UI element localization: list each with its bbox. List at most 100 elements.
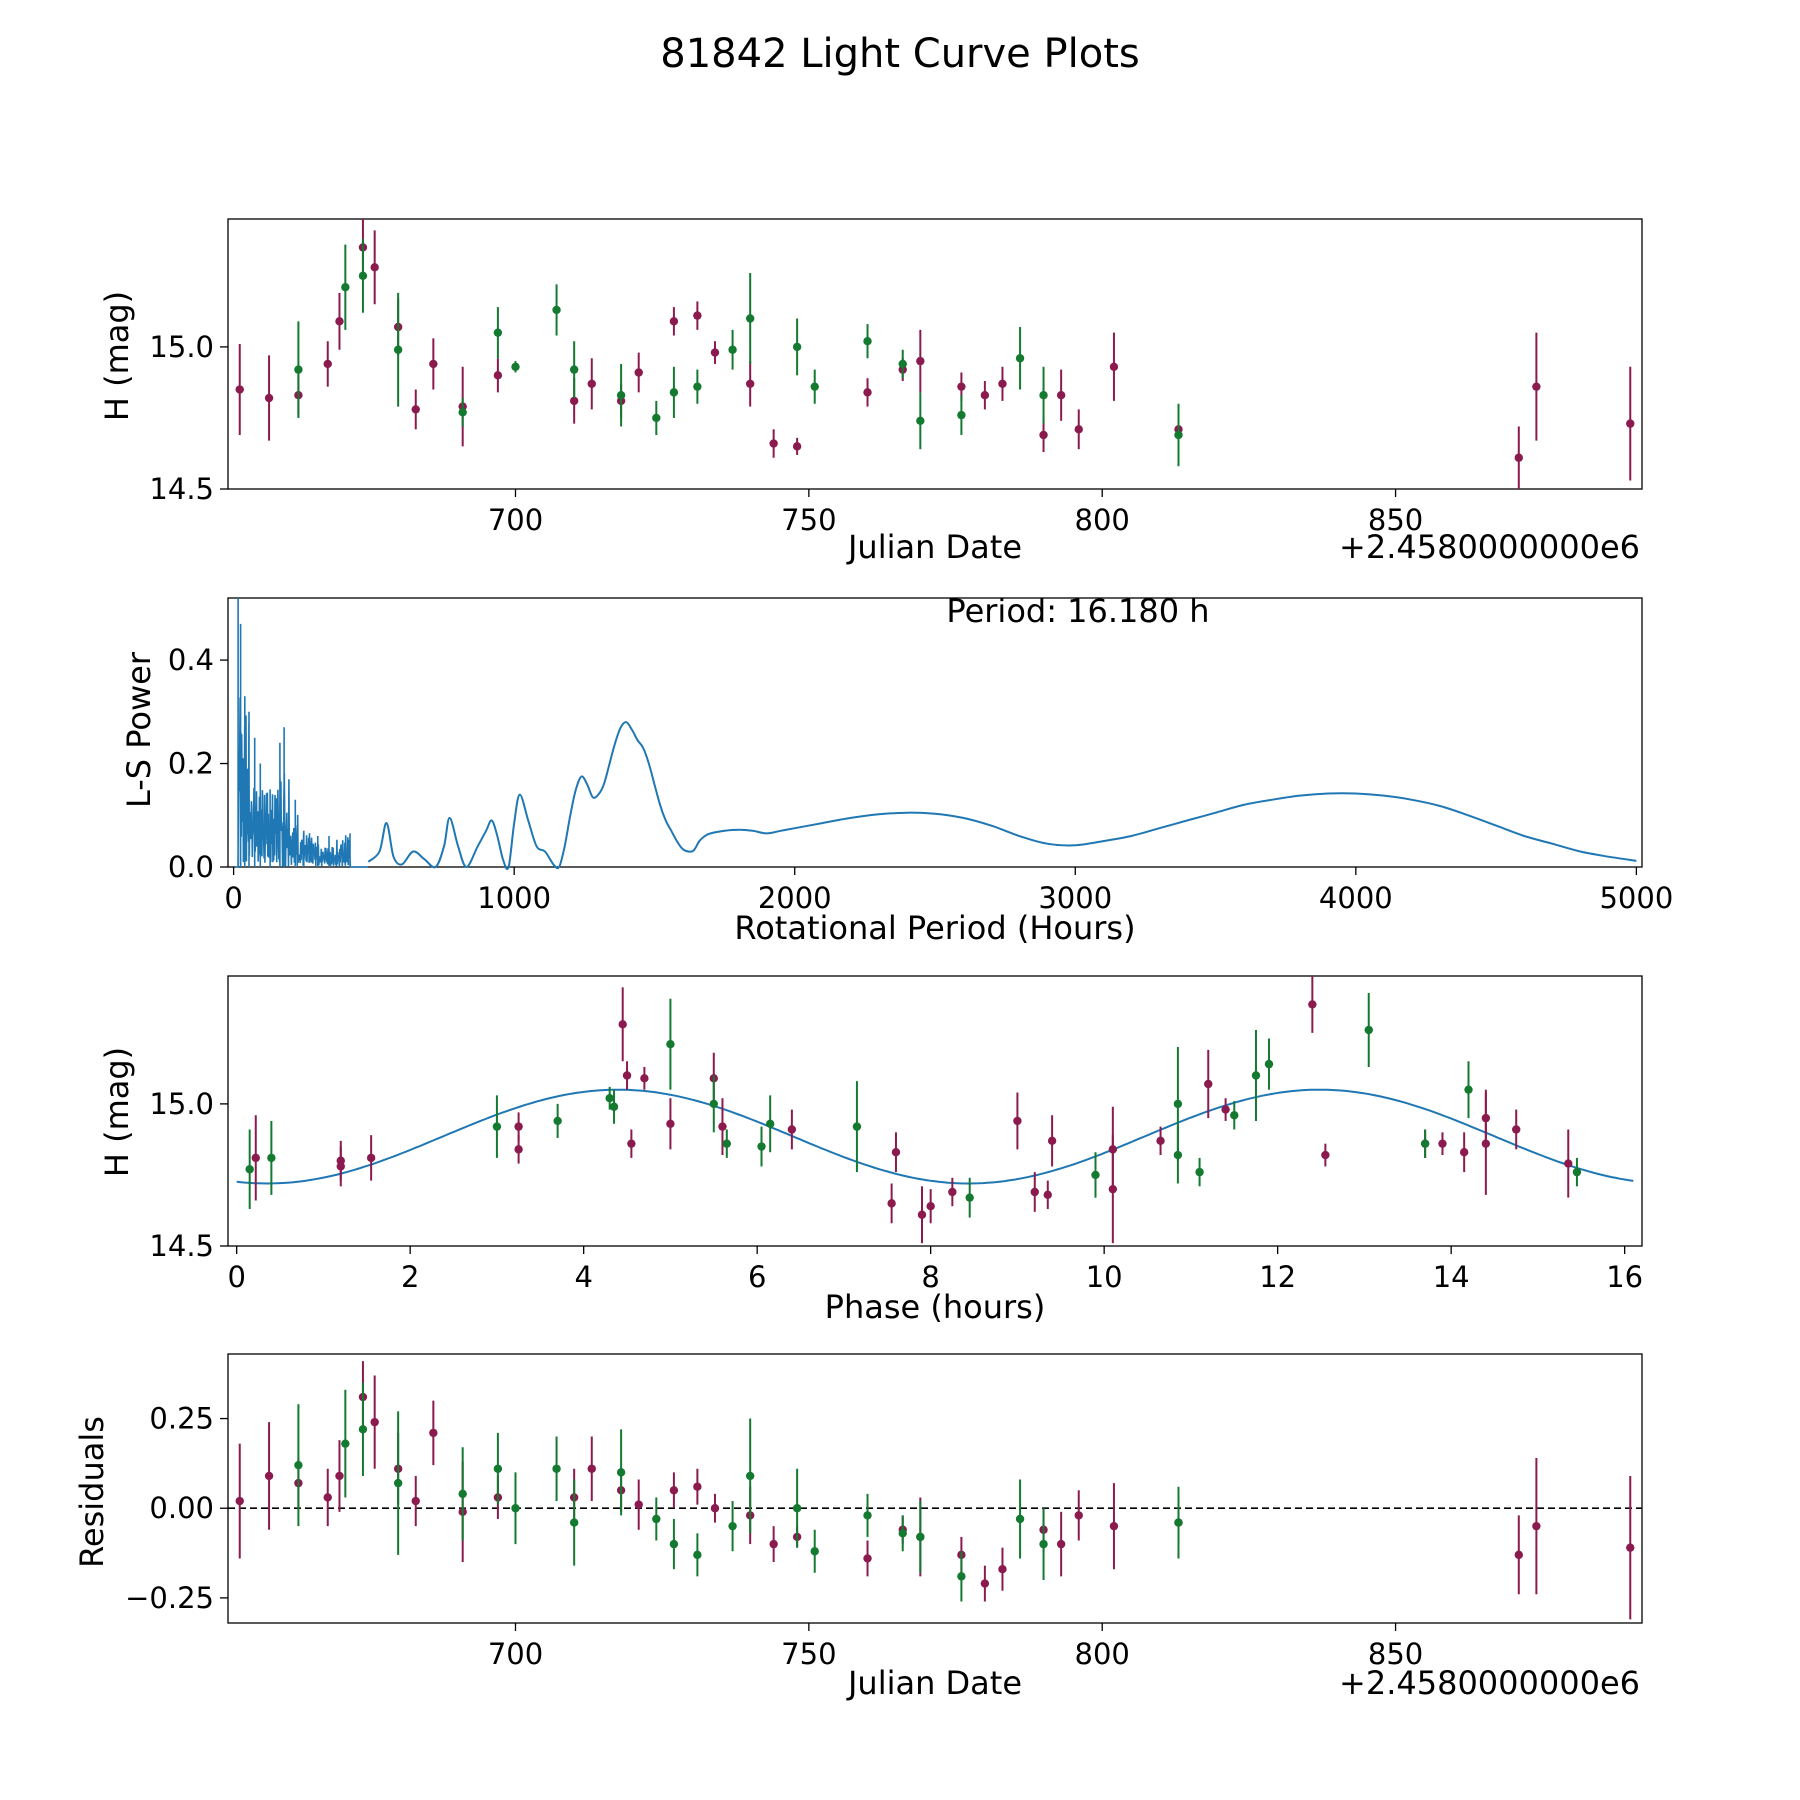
- phased-light-curve-purple-point: [718, 1122, 727, 1131]
- light-curve-frame: [227, 218, 1643, 490]
- phased-light-curve-panel: Phase (hours) H (mag) 0 2 4 6 8 10 12 14 16 15.0 1…: [98, 975, 1643, 1326]
- light-curve-purple-point: [745, 379, 755, 389]
- residuals-purple-point: [429, 1428, 438, 1438]
- periodogram-xtick-label: 0: [224, 881, 242, 915]
- light-curve-green-point: [358, 271, 368, 281]
- light-curve-green-point: [1174, 430, 1183, 440]
- residuals-xlabel: Julian Date: [846, 1664, 1022, 1702]
- residuals-green-point: [693, 1550, 702, 1560]
- phased-light-curve-purple-point: [1512, 1125, 1521, 1134]
- phased-light-curve-ytick-label: 14.5: [149, 1229, 214, 1263]
- light-curve-green-point: [341, 283, 350, 292]
- phased-light-curve-green-point: [765, 1119, 775, 1128]
- phased-light-curve-data-layer: [236, 976, 1634, 1244]
- phased-light-curve-purple-point: [1221, 1105, 1230, 1114]
- residuals-green-point: [341, 1439, 350, 1448]
- figure-title: 81842 Light Curve Plots: [660, 31, 1139, 77]
- light-curve-purple-point: [916, 356, 925, 366]
- light-curve-purple-point: [769, 439, 778, 448]
- light-curve-purple-point: [980, 391, 990, 400]
- phased-light-curve-xtick-label: 14: [1433, 1260, 1470, 1294]
- light-curve-green-point: [792, 342, 802, 352]
- light-curve-xtick-label: 700: [488, 503, 543, 537]
- residuals-purple-point: [1109, 1521, 1119, 1531]
- periodogram-xtick-label: 1000: [477, 881, 551, 915]
- light-curve-ylabel: H (mag): [98, 291, 136, 421]
- phased-light-curve-ytick-label: 15.0: [149, 1087, 214, 1121]
- residuals-green-point: [1174, 1518, 1183, 1527]
- phased-light-curve-purple-point: [1564, 1159, 1573, 1168]
- residuals-ytick-label: −0.25: [125, 1581, 214, 1615]
- residuals-purple-point: [1074, 1511, 1083, 1520]
- phased-light-curve-green-point: [267, 1153, 276, 1163]
- phased-light-curve-green-point: [1464, 1085, 1473, 1094]
- periodogram-xtick-label: 3000: [1038, 881, 1112, 915]
- residuals-purple-point: [769, 1539, 778, 1549]
- light-curve-green-point: [745, 314, 755, 323]
- phased-light-curve-purple-point: [1481, 1139, 1491, 1148]
- residuals-purple-point: [669, 1486, 679, 1495]
- light-curve-purple-point: [264, 393, 274, 403]
- light-curve-green-point: [728, 345, 737, 354]
- residuals-green-point: [957, 1572, 966, 1581]
- phased-light-curve-purple-point: [627, 1139, 636, 1148]
- phased-light-curve-frame: [227, 975, 1643, 1247]
- phased-light-curve-purple-point: [622, 1071, 632, 1080]
- light-curve-ytick-label: 15.0: [149, 330, 214, 364]
- residuals-green-point: [552, 1464, 561, 1473]
- residuals-green-point: [728, 1521, 737, 1531]
- residuals-green-point: [863, 1511, 872, 1520]
- residuals-xtick-label: 750: [781, 1637, 836, 1671]
- phased-light-curve-green-point: [245, 1165, 254, 1174]
- residuals-ylabel: Residuals: [73, 1416, 111, 1568]
- phased-light-curve-purple-point: [1204, 1079, 1213, 1089]
- phased-light-curve-green-point: [553, 1116, 562, 1126]
- residuals-purple-point: [235, 1496, 244, 1506]
- residuals-green-point: [358, 1425, 368, 1434]
- model-fit-curve: [236, 1088, 1634, 1185]
- light-curve-purple-point: [335, 317, 344, 326]
- residuals-offset-text: +2.4580000000e6: [1339, 1664, 1640, 1702]
- light-curve-purple-point: [370, 263, 379, 272]
- phased-light-curve-green-point: [965, 1193, 974, 1202]
- residuals-purple-point: [998, 1565, 1007, 1574]
- phased-light-curve-green-point: [1173, 1150, 1183, 1160]
- phased-light-curve-green-point: [1251, 1071, 1261, 1080]
- light-curve-purple-point: [1109, 362, 1119, 371]
- phased-light-curve-xtick-label: 6: [748, 1260, 766, 1294]
- light-curve-green-point: [652, 413, 661, 423]
- residuals-xtick-label: 850: [1368, 1637, 1423, 1671]
- phased-light-curve-xtick-label: 8: [921, 1260, 939, 1294]
- light-curve-purple-point: [1039, 430, 1048, 440]
- residuals-green-point: [294, 1460, 303, 1470]
- residuals-ytick-label: 0.00: [149, 1491, 214, 1525]
- residuals-green-point: [652, 1514, 661, 1524]
- light-curve-green-point: [393, 345, 403, 354]
- residuals-purple-point: [710, 1504, 720, 1513]
- phased-light-curve-green-point: [852, 1122, 862, 1131]
- phased-light-curve-green-point: [722, 1139, 732, 1148]
- light-curve-green-point: [863, 337, 872, 346]
- light-curve-green-point: [458, 408, 467, 417]
- light-curve-xtick-label: 800: [1075, 503, 1130, 537]
- light-curve-purple-point: [634, 368, 643, 377]
- light-curve-purple-point: [957, 382, 966, 391]
- light-curve-green-point: [1039, 391, 1048, 400]
- phased-light-curve-green-point: [1195, 1167, 1204, 1177]
- light-curve-green-point: [616, 391, 626, 400]
- residuals-purple-point: [1532, 1521, 1541, 1531]
- periodogram-panel: Period: 16.180 h Rotational Period (Hour…: [120, 592, 1673, 947]
- light-curve-purple-point: [235, 385, 244, 394]
- light-curve-green-point: [493, 328, 503, 337]
- residuals-green-point: [511, 1504, 520, 1513]
- phased-light-curve-purple-point: [787, 1125, 797, 1134]
- light-curve-green-point: [669, 388, 679, 397]
- light-curve-green-point: [898, 359, 907, 369]
- light-curve-purple-point: [669, 317, 679, 326]
- light-curve-panel: Julian Date H (mag) +2.4580000000e6 700 7…: [98, 218, 1643, 566]
- light-curve-green-point: [294, 365, 303, 374]
- phased-light-curve-purple-point: [1321, 1150, 1330, 1160]
- residuals-green-point: [745, 1471, 755, 1481]
- light-curve-data-layer: [235, 219, 1635, 489]
